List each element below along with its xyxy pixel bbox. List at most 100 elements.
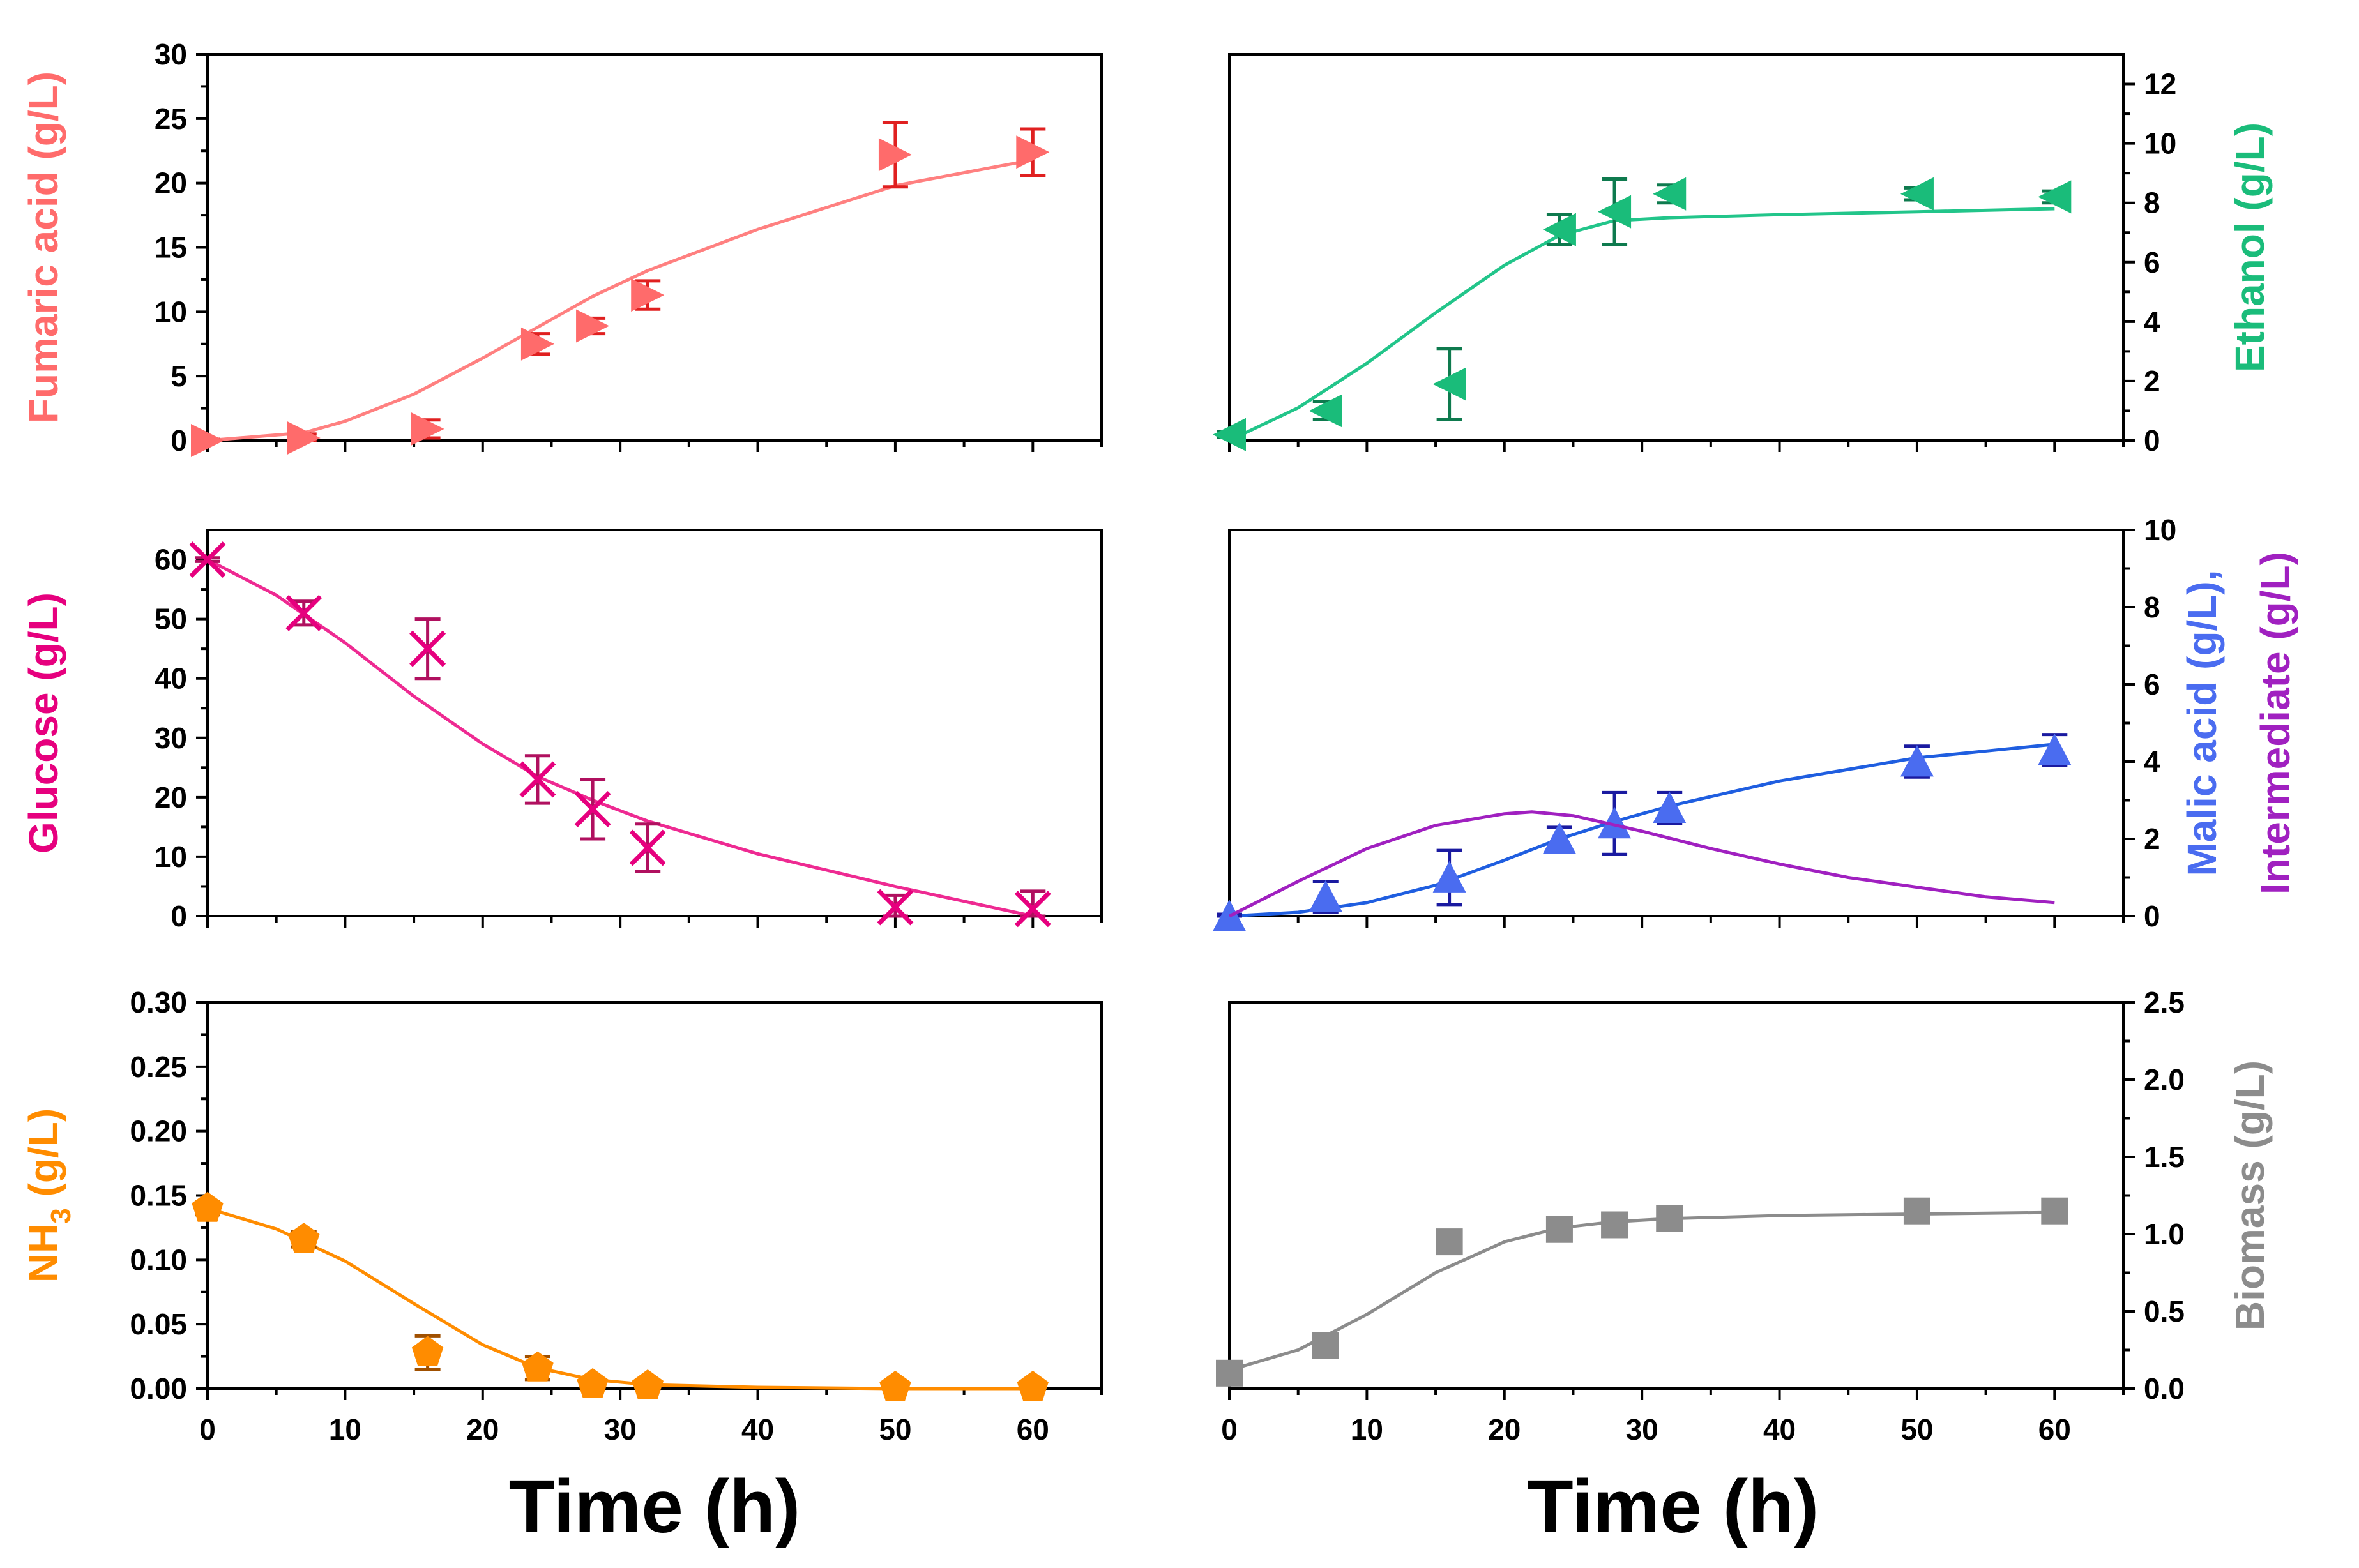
data-point [1903,1197,1930,1225]
y-tick-label: 8 [2144,591,2160,624]
data-point [632,1369,664,1399]
data-point [411,412,444,446]
fit-curve [1229,1210,2055,1372]
y-tick-label: 30 [155,721,187,755]
x-axis-label-right: Time (h) [1528,1465,1819,1549]
data-point [878,138,912,172]
data-point [1432,861,1466,893]
y-tick-label: 4 [2144,305,2160,338]
data-point [1598,195,1632,229]
data-point [1545,1216,1573,1243]
data-point [189,541,226,578]
y-tick-label: 2.5 [2144,986,2185,1019]
y-axis-label-fumaric: Fumaric acid (g/L) [20,72,66,423]
y-axis-label-biomass: Biomass (g/L) [2227,1060,2273,1331]
x-tick-label: 60 [1017,1413,1049,1446]
x-tick-label: 30 [604,1413,637,1446]
y-tick-label: 50 [155,603,187,636]
y-tick-label: 5 [171,359,187,393]
data-point [629,829,666,866]
data-point [1308,394,1342,428]
y-tick-label: 30 [155,38,187,71]
y-tick-label: 20 [155,167,187,200]
data-point [1653,791,1687,823]
data-point [2038,733,2072,765]
fit-curve [1228,207,2055,442]
y-tick-label: 20 [155,781,187,814]
data-point [879,1371,911,1401]
y-tick-label: 0.20 [130,1115,187,1148]
y-tick-label: 0.30 [130,986,187,1019]
panel-glucose: 0 10 20 30 40 50 60 Glucose (g/L) [20,529,1103,933]
data-point [191,424,224,457]
fit-curve [207,158,1033,442]
data-point [519,761,556,798]
series-biomass [1216,1197,2068,1387]
y-tick-label: 0.25 [130,1050,187,1083]
data-point [2038,180,2072,214]
y-tick-label: 0.00 [130,1372,187,1405]
plot-frame [1228,53,2125,442]
data-point [1014,891,1051,928]
y-tick-label: 0.10 [130,1243,187,1276]
y-tick-label: 10 [2144,513,2176,547]
y-tick-label: 2 [2144,822,2160,856]
x-tick-label: 40 [741,1413,774,1446]
x-axis-label-left: Time (h) [509,1465,801,1549]
x-tick-label: 10 [1351,1413,1383,1446]
y-axis-label-intermediate: Intermediate (g/L) [2252,552,2298,894]
y-tick-label: 0.05 [130,1308,187,1341]
y-tick-label: 10 [155,840,187,873]
series-fumaric-acid [191,121,1050,457]
x-tick-label: 50 [879,1413,911,1446]
x-tick-label: 0 [199,1413,216,1446]
data-point [409,630,446,667]
y-tick-label: 40 [155,662,187,695]
y-tick-label: 0 [171,424,187,457]
y-tick-label: 2 [2144,365,2160,398]
y-tick-label: 1.5 [2144,1140,2185,1173]
panel-ethanol: 0 2 4 6 8 10 12 Ethanol (g/L) [1213,53,2273,457]
fit-curve [207,1207,1033,1391]
data-point [1900,177,1934,211]
data-point [411,1336,444,1366]
data-point [287,421,321,455]
panel-nh3: 0 10 20 30 40 50 60 0.00 0.05 0.10 0.15 0.20 0.25 0.3… [20,986,1103,1446]
x-tick-label: 50 [1900,1413,1933,1446]
plot-frame [1228,1001,2125,1390]
data-point [1601,1211,1628,1239]
panel-fumaric: 0 5 10 15 20 25 30 Fumaric acid (g/L) [20,38,1103,457]
data-point [192,1191,224,1222]
y-tick-label: 12 [2144,68,2176,101]
y-tick-label: 10 [2144,127,2176,160]
data-point [288,1223,320,1253]
fit-curve [206,558,1033,918]
data-point [574,790,611,827]
y-tick-label: 25 [155,102,187,135]
x-tick-label: 60 [2038,1413,2071,1446]
data-point [1598,806,1632,839]
data-point [1542,213,1576,246]
plot-frame [1228,529,2125,917]
y-tick-label: 10 [155,295,187,328]
data-point [1213,418,1246,451]
plot-frame [206,1001,1103,1390]
y-tick-label: 60 [155,543,187,577]
plot-frame [206,529,1103,917]
data-point [1436,1228,1463,1256]
series-ethanol [1213,177,2072,451]
y-tick-label: 8 [2144,186,2160,220]
x-tick-label: 10 [329,1413,361,1446]
data-point [2041,1197,2068,1225]
data-point [1656,1205,1683,1232]
x-tick-label: 30 [1626,1413,1658,1446]
y-tick-label: 0 [171,900,187,933]
y-tick-label: 6 [2144,246,2160,279]
y-tick-label: 6 [2144,668,2160,701]
data-point [877,889,914,926]
y-tick-label: 0.15 [130,1179,187,1212]
plot-frame [206,53,1103,442]
data-point [1900,745,1934,777]
